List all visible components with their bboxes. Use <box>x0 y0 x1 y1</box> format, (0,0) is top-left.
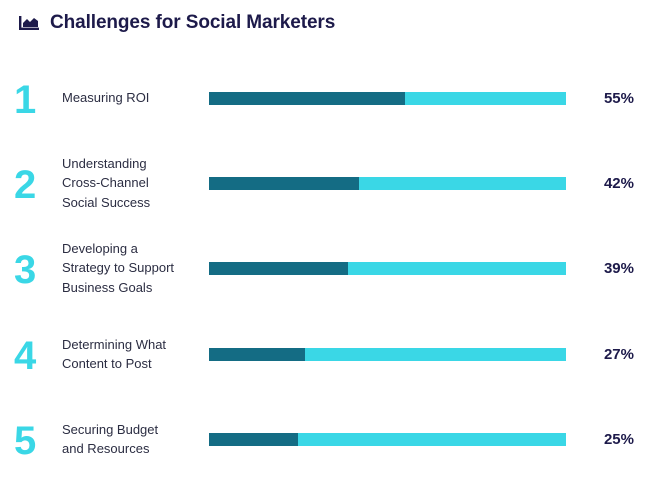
category-label: Securing Budget and Resources <box>62 420 202 459</box>
category-label: Understanding Cross-Channel Social Success <box>62 154 202 213</box>
category-label-line: Cross-Channel <box>62 175 149 191</box>
bar-fill <box>209 262 348 275</box>
category-label: Determining What Content to Post <box>62 335 202 374</box>
rank-number: 2 <box>14 163 37 207</box>
rank-number: 3 <box>14 248 37 292</box>
chart-row: 2 Understanding Cross-Channel Social Succes… <box>0 153 651 213</box>
bar-track <box>209 177 566 190</box>
percent-label: 27% <box>603 346 634 363</box>
chart-header: Challenges for Social Marketers <box>18 10 335 36</box>
rank-number: 1 <box>14 78 37 122</box>
bar-fill <box>209 177 359 190</box>
rank-number: 5 <box>14 419 37 463</box>
category-label-line: Securing Budget <box>62 421 159 437</box>
category-label-line: Developing a <box>62 240 138 256</box>
percent-label: 25% <box>603 431 634 448</box>
chart-row: 4 Determining What Content to Post 27% <box>0 324 651 384</box>
bar-chart-icon <box>18 15 40 31</box>
category-label-line: Understanding <box>62 155 147 171</box>
bar-track <box>209 262 566 275</box>
bar-fill <box>209 348 305 361</box>
category-label-line: Determining What <box>62 336 167 352</box>
rank-number: 4 <box>14 334 37 378</box>
chart-row: 3 Developing a Strategy to Support Business… <box>0 238 651 298</box>
category-label-line: Content to Post <box>62 356 152 371</box>
category-label-line: Strategy to Support <box>62 260 175 276</box>
category-label: Measuring ROI <box>62 88 202 108</box>
bar-fill <box>209 92 405 105</box>
category-label-line: Social Success <box>62 194 151 210</box>
percent-label: 39% <box>603 260 634 277</box>
category-label-line: Business Goals <box>62 279 153 295</box>
category-label-line: and Resources <box>62 441 150 456</box>
bar-track <box>209 433 566 446</box>
percent-label: 55% <box>603 90 634 107</box>
category-label: Developing a Strategy to Support Business … <box>62 239 202 298</box>
bar-track <box>209 348 566 361</box>
bar-track <box>209 92 566 105</box>
chart-row: 1 Measuring ROI 55% <box>0 68 651 128</box>
bar-fill <box>209 433 298 446</box>
category-label-line: Measuring ROI <box>62 90 150 106</box>
chart-row: 5 Securing Budget and Resources 25% <box>0 409 651 469</box>
page-title: Challenges for Social Marketers <box>50 12 336 33</box>
percent-label: 42% <box>603 175 634 192</box>
